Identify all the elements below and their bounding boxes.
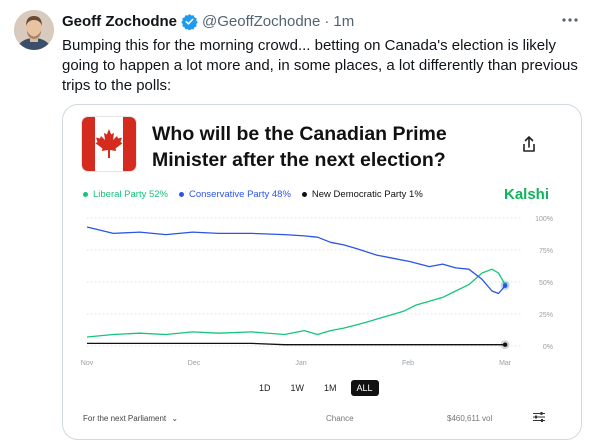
range-1m-button[interactable]: 1M — [324, 383, 337, 393]
kalshi-logo[interactable]: Kalshi — [504, 186, 550, 203]
chance-label: Chance — [326, 414, 354, 423]
chart-title-line-2: Minister after the next election? — [152, 149, 446, 171]
legend-swatch-ndp — [301, 192, 307, 197]
legend-swatch-liberal — [83, 192, 88, 197]
series-line-0 — [86, 268, 506, 338]
x-tick-label: Mar — [499, 360, 512, 367]
series-end-point-2 — [502, 342, 508, 347]
legend-label-liberal: Liberal Party 52% — [93, 189, 168, 200]
series-line-2 — [87, 342, 506, 346]
x-tick-label: Jan — [295, 360, 306, 367]
chevron-down-icon: ⌄ — [171, 414, 179, 423]
legend-swatch-conservative — [178, 192, 184, 197]
x-tick-label: Dec — [188, 360, 201, 367]
legend-label-ndp: New Democratic Party 1% — [311, 189, 423, 200]
legend-item-liberal: Liberal Party 52% — [83, 189, 168, 200]
range-all-button[interactable]: ALL — [350, 380, 379, 396]
more-options-icon[interactable] — [560, 10, 580, 30]
y-tick-label: 75% — [539, 248, 553, 255]
time-range-selector: 1D 1W 1M ALL — [253, 380, 379, 396]
volume-label: $460,611 vol — [447, 414, 493, 423]
range-1d-button[interactable]: 1D — [259, 383, 271, 393]
chart-title: Who will be the Canadian Prime Minister … — [152, 121, 472, 173]
legend-item-conservative: Conservative Party 48% — [178, 189, 291, 200]
canada-flag-icon — [82, 117, 136, 171]
settings-sliders-icon[interactable] — [532, 411, 546, 423]
author-handle[interactable]: @GeoffZochodne — [202, 12, 321, 30]
series-line-1 — [86, 226, 506, 295]
author-name[interactable]: Geoff Zochodne — [62, 12, 177, 30]
separator-dot: · — [324, 12, 330, 30]
legend-item-ndp: New Democratic Party 1% — [301, 189, 423, 200]
series-end-point-1 — [502, 283, 508, 289]
range-1w-button[interactable]: 1W — [290, 383, 305, 393]
tweet-timestamp[interactable]: 1m — [333, 12, 355, 30]
y-tick-label: 25% — [539, 312, 553, 319]
card-footer: For the next Parliament ⌄ Chance $460,61… — [63, 410, 581, 432]
legend-label-conservative: Conservative Party 48% — [188, 189, 291, 200]
embedded-market-card[interactable]: Who will be the Canadian Prime Minister … — [62, 104, 582, 440]
y-tick-label: 100% — [535, 216, 553, 223]
parliament-label: For the next Parliament — [83, 414, 167, 423]
y-tick-label: 50% — [539, 280, 553, 287]
tweet-text: Bumping this for the morning crowd... be… — [62, 37, 578, 94]
y-tick-label: 0% — [543, 344, 553, 351]
chart-title-line-1: Who will be the Canadian Prime — [152, 123, 447, 145]
verified-badge-icon — [181, 13, 198, 30]
chart-legend: Liberal Party 52% Conservative Party 48%… — [83, 189, 434, 200]
parliament-dropdown[interactable]: For the next Parliament ⌄ — [83, 414, 178, 423]
x-tick-label: Nov — [81, 360, 94, 367]
tweet-header: Geoff Zochodne @GeoffZochodne · 1m — [62, 11, 354, 31]
avatar[interactable] — [14, 10, 54, 50]
x-tick-label: Feb — [402, 360, 414, 367]
share-icon[interactable] — [521, 135, 537, 153]
price-history-chart[interactable]: 100% 75% 50% 25% 0% Nov Dec Jan Feb Mar — [63, 208, 581, 378]
